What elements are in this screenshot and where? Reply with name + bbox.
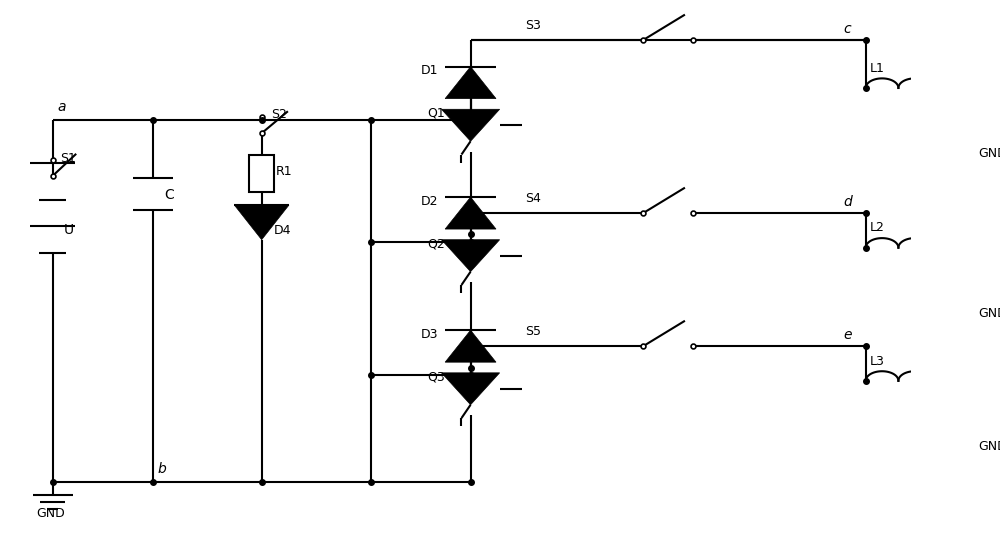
Text: GND: GND (978, 307, 1000, 320)
Text: GND: GND (978, 147, 1000, 160)
Text: d: d (843, 195, 852, 209)
Text: S1: S1 (60, 152, 76, 165)
Text: C: C (164, 188, 174, 202)
Text: b: b (157, 462, 166, 476)
Text: D2: D2 (421, 195, 438, 208)
Text: D3: D3 (421, 328, 438, 341)
Text: R1: R1 (276, 166, 293, 179)
Text: GND: GND (978, 440, 1000, 452)
Text: U: U (64, 223, 74, 237)
Polygon shape (445, 197, 496, 229)
Text: S3: S3 (525, 19, 541, 32)
Text: D4: D4 (273, 224, 291, 237)
Polygon shape (234, 205, 289, 240)
Text: e: e (843, 328, 851, 342)
Polygon shape (442, 109, 500, 141)
Text: S5: S5 (525, 325, 541, 338)
Bar (249, 154, 274, 192)
Text: Q3: Q3 (427, 371, 445, 384)
Text: c: c (843, 22, 851, 36)
Text: GND: GND (36, 507, 65, 520)
Text: L2: L2 (870, 222, 885, 235)
Text: L1: L1 (870, 62, 885, 75)
Text: S4: S4 (525, 192, 541, 205)
Text: a: a (57, 100, 66, 114)
Text: L3: L3 (870, 355, 885, 367)
Text: Q1: Q1 (427, 107, 445, 120)
Polygon shape (442, 240, 500, 272)
Text: Q2: Q2 (427, 237, 445, 250)
Text: S2: S2 (271, 108, 287, 121)
Polygon shape (445, 330, 496, 362)
Text: D1: D1 (421, 65, 438, 77)
Polygon shape (442, 373, 500, 405)
Polygon shape (445, 67, 496, 98)
